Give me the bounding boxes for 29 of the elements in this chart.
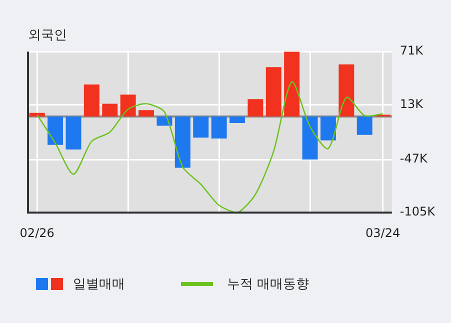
y-tick-label: 13K <box>400 96 424 111</box>
bar <box>102 104 118 117</box>
bar <box>211 116 227 139</box>
y-tick-label: 71K <box>400 44 424 58</box>
bar <box>193 116 209 138</box>
bar <box>29 112 45 117</box>
legend-label: 일별매매 <box>73 276 125 293</box>
bar <box>48 116 64 145</box>
line-series <box>36 81 384 213</box>
legend-label: 누적 매매동향 <box>227 276 310 293</box>
bar <box>266 67 282 117</box>
bar <box>174 116 190 168</box>
bar <box>84 84 100 117</box>
bar <box>138 110 154 117</box>
bar <box>66 116 82 150</box>
bar <box>356 116 372 135</box>
bar <box>156 116 172 126</box>
bar <box>302 116 318 160</box>
bar <box>338 64 354 117</box>
y-tick-label: -47K <box>400 152 428 166</box>
x-tick-label: 03/24 <box>366 226 400 240</box>
bar <box>230 116 245 123</box>
bar <box>284 52 300 117</box>
y-tick-label: -105K <box>400 204 436 219</box>
bar <box>320 116 336 140</box>
bar <box>248 99 264 117</box>
x-tick-label: 02/26 <box>20 226 54 240</box>
bar <box>120 94 136 117</box>
chart-title: 외국인 <box>28 28 67 44</box>
